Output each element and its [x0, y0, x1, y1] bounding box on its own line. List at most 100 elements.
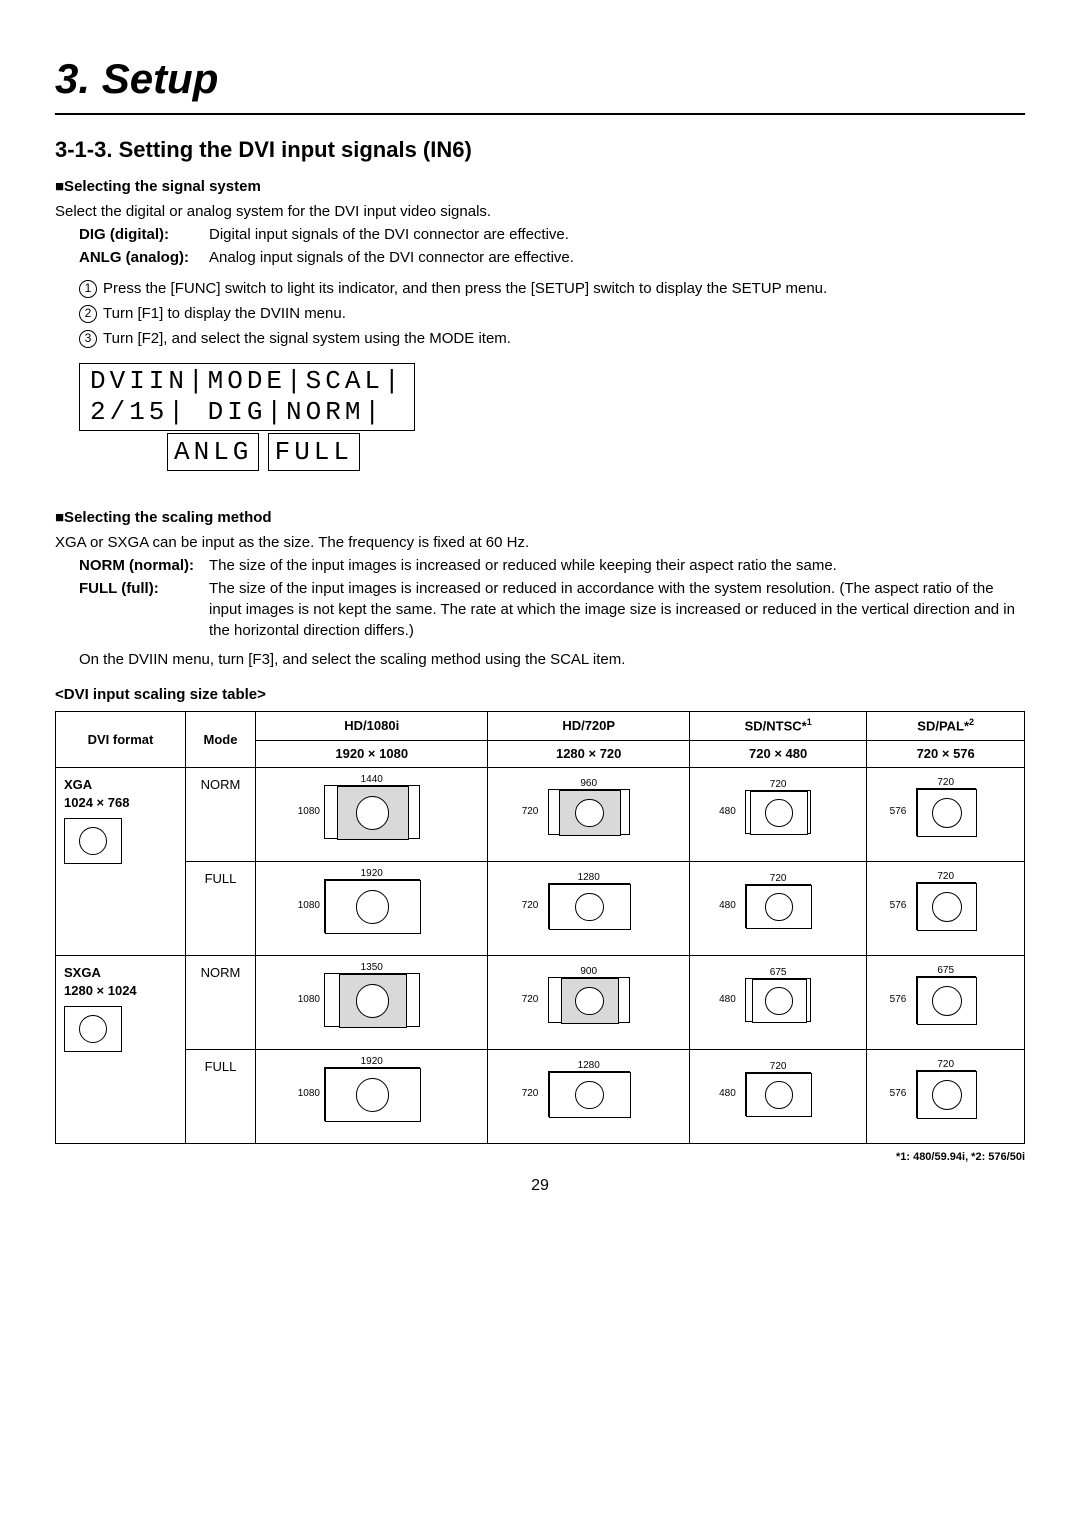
- chapter-title: 3. Setup: [55, 50, 1025, 115]
- diagram-height-label: 1080: [298, 1087, 320, 1101]
- scaling-diagram: 1280 720: [548, 883, 630, 929]
- mode-cell: FULL: [186, 1050, 256, 1144]
- step-text: Turn [F1] to display the DVIIN menu.: [103, 303, 1025, 324]
- diagram-height-label: 720: [522, 899, 539, 913]
- diagram-cell: 720 480: [689, 768, 866, 862]
- diagram-height-label: 1080: [298, 899, 320, 913]
- format-cell: SXGA1280 × 1024: [56, 956, 186, 1144]
- diagram-cell: 1440 1080: [256, 768, 488, 862]
- mode-cell: NORM: [186, 768, 256, 862]
- table-row: FULL 1920 1080 1280 720 720 480 720 576: [56, 1050, 1025, 1144]
- scaling-diagram: 1350 1080: [324, 973, 420, 1027]
- table-title: <DVI input scaling size table>: [55, 684, 1025, 705]
- scaling-diagram: 900 720: [548, 977, 630, 1023]
- th-res-1080: 1920 × 1080: [256, 740, 488, 767]
- def-term: FULL (full):: [79, 578, 209, 641]
- diagram-height-label: 1080: [298, 805, 320, 819]
- lcd-main: DVIIN|MODE|SCAL| 2/15| DIG|NORM|: [79, 363, 415, 431]
- lcd-line1: DVIIN|MODE|SCAL|: [90, 366, 404, 397]
- th-hd720p: HD/720P: [488, 712, 689, 741]
- section-title: 3-1-3. Setting the DVI input signals (IN…: [55, 135, 1025, 166]
- table-row: XGA1024 × 768 NORM 1440 1080 960 720 720…: [56, 768, 1025, 862]
- th-sdntsc: SD/NTSC*1: [689, 712, 866, 741]
- scaling-diagram: 720 576: [916, 882, 976, 930]
- scaling-diagram: 1280 720: [548, 1071, 630, 1117]
- th-mode: Mode: [186, 712, 256, 768]
- mode-cell: FULL: [186, 862, 256, 956]
- th-format: DVI format: [56, 712, 186, 768]
- scaling-note: On the DVIIN menu, turn [F3], and select…: [79, 649, 1025, 670]
- th-res-720: 1280 × 720: [488, 740, 689, 767]
- scaling-diagram: 720 480: [745, 884, 811, 928]
- intro-signal: Select the digital or analog system for …: [55, 201, 1025, 222]
- diagram-height-label: 480: [719, 899, 736, 913]
- diagram-height-label: 1080: [298, 993, 320, 1007]
- def-term: ANLG (analog):: [79, 247, 209, 268]
- step-number-icon: 2: [79, 305, 97, 323]
- mode-cell: NORM: [186, 956, 256, 1050]
- lcd-alt-anlg: ANLG: [167, 433, 259, 471]
- diagram-cell: 1920 1080: [256, 862, 488, 956]
- def-desc: Digital input signals of the DVI connect…: [209, 224, 1025, 245]
- def-anlg: ANLG (analog): Analog input signals of t…: [79, 247, 1025, 268]
- format-icon: [64, 818, 122, 864]
- diagram-cell: 960 720: [488, 768, 689, 862]
- scaling-diagram: 675 480: [745, 978, 811, 1022]
- step-text: Turn [F2], and select the signal system …: [103, 328, 1025, 349]
- step-3: 3 Turn [F2], and select the signal system…: [79, 328, 1025, 349]
- scaling-diagram: 720 480: [745, 790, 811, 834]
- diagram-cell: 720 576: [867, 1050, 1025, 1144]
- diagram-height-label: 720: [522, 993, 539, 1007]
- scaling-table: DVI format Mode HD/1080i HD/720P SD/NTSC…: [55, 711, 1025, 1144]
- scaling-diagram: 1920 1080: [324, 879, 420, 933]
- diagram-height-label: 720: [522, 805, 539, 819]
- diagram-height-label: 480: [719, 805, 736, 819]
- def-desc: Analog input signals of the DVI connecto…: [209, 247, 1025, 268]
- diagram-cell: 1350 1080: [256, 956, 488, 1050]
- scaling-diagram: 1920 1080: [324, 1067, 420, 1121]
- steps-list: 1 Press the [FUNC] switch to light its in…: [79, 278, 1025, 349]
- diagram-cell: 1280 720: [488, 862, 689, 956]
- scaling-diagram: 720 576: [916, 788, 976, 836]
- page-number: 29: [55, 1175, 1025, 1197]
- step-2: 2 Turn [F1] to display the DVIIN menu.: [79, 303, 1025, 324]
- th-sdpal: SD/PAL*2: [867, 712, 1025, 741]
- diagram-height-label: 576: [890, 805, 907, 819]
- subsection-scaling: ■Selecting the scaling method: [55, 507, 1025, 528]
- def-desc: The size of the input images is increase…: [209, 555, 1025, 576]
- step-text: Press the [FUNC] switch to light its ind…: [103, 278, 1025, 299]
- step-1: 1 Press the [FUNC] switch to light its in…: [79, 278, 1025, 299]
- diagram-height-label: 576: [890, 899, 907, 913]
- diagram-height-label: 720: [522, 1087, 539, 1101]
- format-icon: [64, 1006, 122, 1052]
- lcd-alt-full: FULL: [268, 433, 360, 471]
- diagram-cell: 720 480: [689, 862, 866, 956]
- lcd-line2: 2/15| DIG|NORM|: [90, 397, 404, 428]
- format-cell: XGA1024 × 768: [56, 768, 186, 956]
- table-footnote: *1: 480/59.94i, *2: 576/50i: [55, 1150, 1025, 1165]
- th-res-480: 720 × 480: [689, 740, 866, 767]
- def-term: DIG (digital):: [79, 224, 209, 245]
- def-full: FULL (full): The size of the input image…: [79, 578, 1025, 641]
- diagram-cell: 720 576: [867, 768, 1025, 862]
- table-row: FULL 1920 1080 1280 720 720 480 720 576: [56, 862, 1025, 956]
- scaling-diagram: 960 720: [548, 789, 630, 835]
- diagram-cell: 1920 1080: [256, 1050, 488, 1144]
- step-number-icon: 1: [79, 280, 97, 298]
- def-norm: NORM (normal): The size of the input ima…: [79, 555, 1025, 576]
- def-dig: DIG (digital): Digital input signals of …: [79, 224, 1025, 245]
- scaling-diagram: 720 480: [745, 1072, 811, 1116]
- subsection-signal-system: ■Selecting the signal system: [55, 176, 1025, 197]
- diagram-height-label: 576: [890, 1087, 907, 1101]
- scaling-diagram: 1440 1080: [324, 785, 420, 839]
- scaling-diagram: 720 576: [916, 1070, 976, 1118]
- th-res-576: 720 × 576: [867, 740, 1025, 767]
- diagram-height-label: 576: [890, 993, 907, 1007]
- def-desc: The size of the input images is increase…: [209, 578, 1025, 641]
- table-row: SXGA1280 × 1024 NORM 1350 1080 900 720 6…: [56, 956, 1025, 1050]
- step-number-icon: 3: [79, 330, 97, 348]
- th-hd1080i: HD/1080i: [256, 712, 488, 741]
- diagram-cell: 720 576: [867, 862, 1025, 956]
- intro-scaling: XGA or SXGA can be input as the size. Th…: [55, 532, 1025, 553]
- diagram-height-label: 480: [719, 1087, 736, 1101]
